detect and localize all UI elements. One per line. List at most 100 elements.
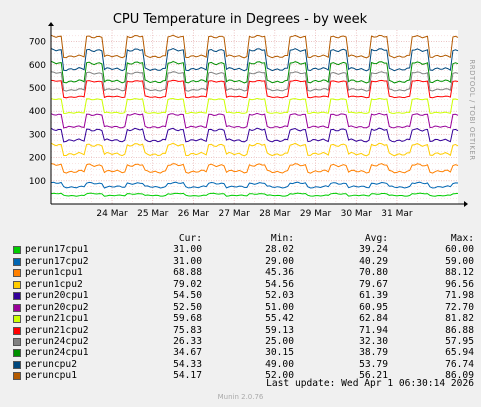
legend-max-value: 65.94 [445,347,474,359]
legend-max-value: 57.95 [445,335,474,347]
legend-max-value: 59.00 [445,255,474,267]
legend-series-name: perun20cpu1 [25,290,89,302]
legend-swatch [13,280,21,289]
x-tick-label: 30 Mar [341,209,373,219]
legend-header-min: Min: [270,233,294,244]
legend-row-perun17cpu2: perun17cpu2 31.00 29.00 40.29 59.00 [12,256,474,267]
x-tick-label: 26 Mar [178,209,210,219]
legend-max-value: 86.09 [445,370,474,382]
munin-version: Munin 2.0.76 [217,393,264,401]
legend-series-name: peruncpu1 [25,370,77,382]
legend-row-perun20cpu2: perun20cpu2 52.50 51.00 60.95 72.70 [12,302,474,313]
legend-avg-value: 40.29 [359,255,388,267]
legend-min-value: 52.00 [265,370,294,382]
legend-series-name: perun24cpu1 [25,347,89,359]
legend-header-max: Max: [450,233,474,244]
legend-min-value: 45.36 [265,267,294,279]
legend-cur-value: 54.50 [173,290,202,302]
legend-series-name: perun21cpu2 [25,324,89,336]
x-tick-label: 28 Mar [259,209,291,219]
series-line-perun1cpu2 [50,142,459,157]
legend-header-avg: Avg: [364,233,388,244]
series-line-peruncpu2 [50,48,459,72]
x-tick-label: 24 Mar [96,209,128,219]
legend-avg-value: 79.67 [359,278,388,290]
legend-min-value: 51.00 [265,301,294,313]
legend-row-perun17cpu1: perun17cpu1 31.00 28.02 39.24 60.00 [12,244,474,255]
x-axis-arrow [464,201,468,207]
legend-max-value: 88.12 [445,267,474,279]
legend-avg-value: 39.24 [359,244,388,256]
series-line-perun1cpu1 [50,163,459,174]
legend-row-perun21cpu1: perun21cpu1 59.68 55.42 62.84 81.82 [12,313,474,324]
last-update: Last update: Wed Apr 1 06:30:14 2026 [266,378,474,389]
legend-max-value: 96.56 [445,278,474,290]
legend-swatch [13,326,21,335]
legend-swatch [13,349,21,358]
legend-swatch [13,303,21,312]
legend-cur-value: 59.68 [173,313,202,325]
legend-cur-value: 79.02 [173,278,202,290]
legend-header-row: Cur: Min: Avg: Max: [12,233,474,244]
legend-row-perun21cpu2: perun21cpu2 75.83 59.13 71.94 86.88 [12,325,474,336]
legend-min-value: 29.00 [265,255,294,267]
legend-swatch [13,257,21,266]
x-tick-label: 29 Mar [300,209,332,219]
legend-max-value: 86.88 [445,324,474,336]
x-tick-label: 27 Mar [219,209,251,219]
rrdtool-side-label: RRDTOOL / TOBI OETIKER [468,59,476,160]
legend-min-value: 49.00 [265,358,294,370]
y-tick-label: 400 [29,107,46,117]
legend-series-name: perun20cpu2 [25,301,89,313]
legend-cur-value: 54.33 [173,358,202,370]
y-tick-label: 500 [29,84,46,94]
legend-swatch [13,337,21,346]
legend-cur-value: 52.50 [173,301,202,313]
series-line-perun17cpu2 [50,181,459,189]
legend-row-perun24cpu2: perun24cpu2 26.33 25.00 32.30 57.95 [12,336,474,347]
legend-max-value: 76.74 [445,358,474,370]
legend-min-value: 55.42 [265,313,294,325]
y-tick-label: 600 [29,61,46,71]
legend-max-value: 81.82 [445,313,474,325]
legend-min-value: 25.00 [265,335,294,347]
legend-avg-value: 62.84 [359,313,388,325]
legend-series-name: perun1cpu2 [25,278,83,290]
legend-avg-value: 53.79 [359,358,388,370]
legend-avg-value: 38.79 [359,347,388,359]
series-line-peruncpu1 [50,34,459,59]
legend-min-value: 54.56 [265,278,294,290]
legend-swatch [13,269,21,278]
legend-header-cur: Cur: [178,233,202,244]
legend-min-value: 59.13 [265,324,294,336]
series-line-perun17cpu1 [50,192,459,197]
legend-cur-value: 34.67 [173,347,202,359]
legend-avg-value: 70.80 [359,267,388,279]
legend-min-value: 28.02 [265,244,294,256]
series-line-perun21cpu2 [50,79,459,99]
series-line-perun21cpu1 [50,97,459,115]
legend-cur-value: 31.00 [173,244,202,256]
x-tick-label: 31 Mar [381,209,413,219]
legend-row-peruncpu2: peruncpu2 54.33 49.00 53.79 76.74 [12,359,474,370]
legend-row-perun1cpu1: perun1cpu1 68.88 45.36 70.80 88.12 [12,267,474,278]
series-line-perun20cpu1 [50,127,459,143]
series-line-perun24cpu2 [50,71,459,92]
legend-swatch [13,315,21,324]
y-axis-arrow [48,22,54,26]
legend-series-name: perun1cpu1 [25,267,83,279]
legend-min-value: 52.03 [265,290,294,302]
y-tick-label: 200 [29,154,46,164]
legend-avg-value: 32.30 [359,335,388,347]
legend-series-name: perun24cpu2 [25,335,89,347]
legend-avg-value: 61.39 [359,290,388,302]
legend-row-peruncpu1: peruncpu1 54.17 52.00 56.21 86.09 [12,370,474,381]
legend-avg-value: 71.94 [359,324,388,336]
x-tick-label: 25 Mar [137,209,169,219]
legend-min-value: 30.15 [265,347,294,359]
y-tick-label: 700 [29,38,46,48]
legend-max-value: 72.70 [445,301,474,313]
legend-swatch [13,372,21,381]
legend-series-name: peruncpu2 [25,358,77,370]
y-tick-label: 100 [29,177,46,187]
